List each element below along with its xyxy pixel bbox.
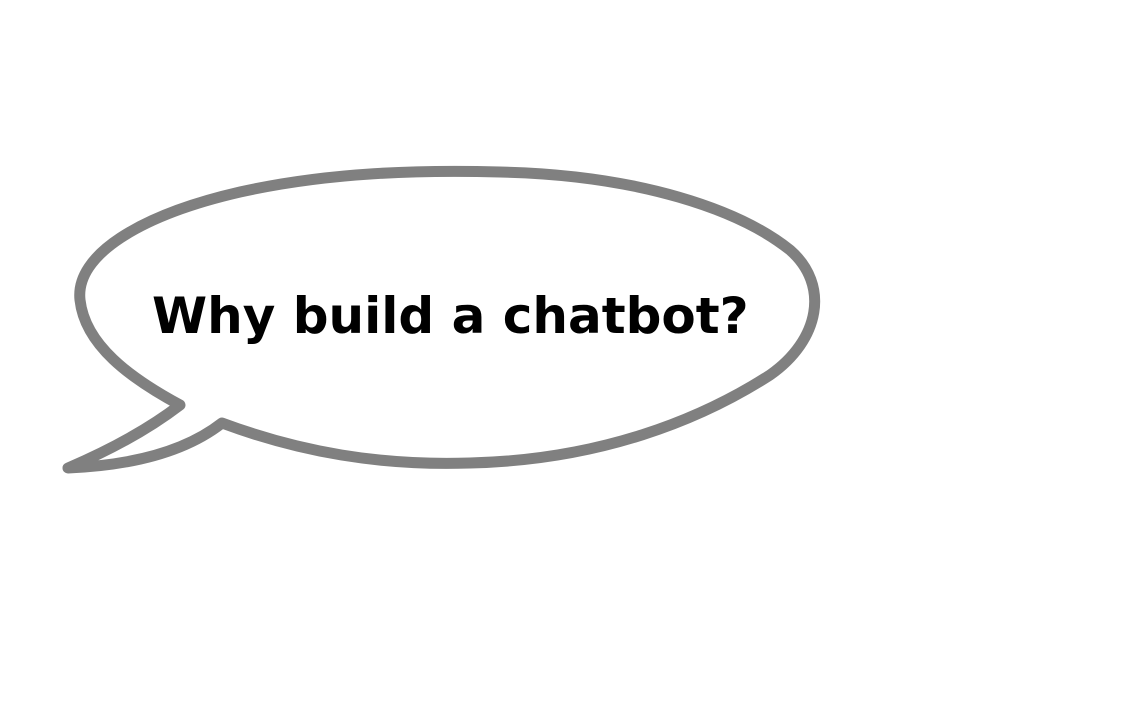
speech-bubble-text: Why build a chatbot?	[152, 287, 749, 345]
speech-bubble-outline	[62, 165, 821, 474]
